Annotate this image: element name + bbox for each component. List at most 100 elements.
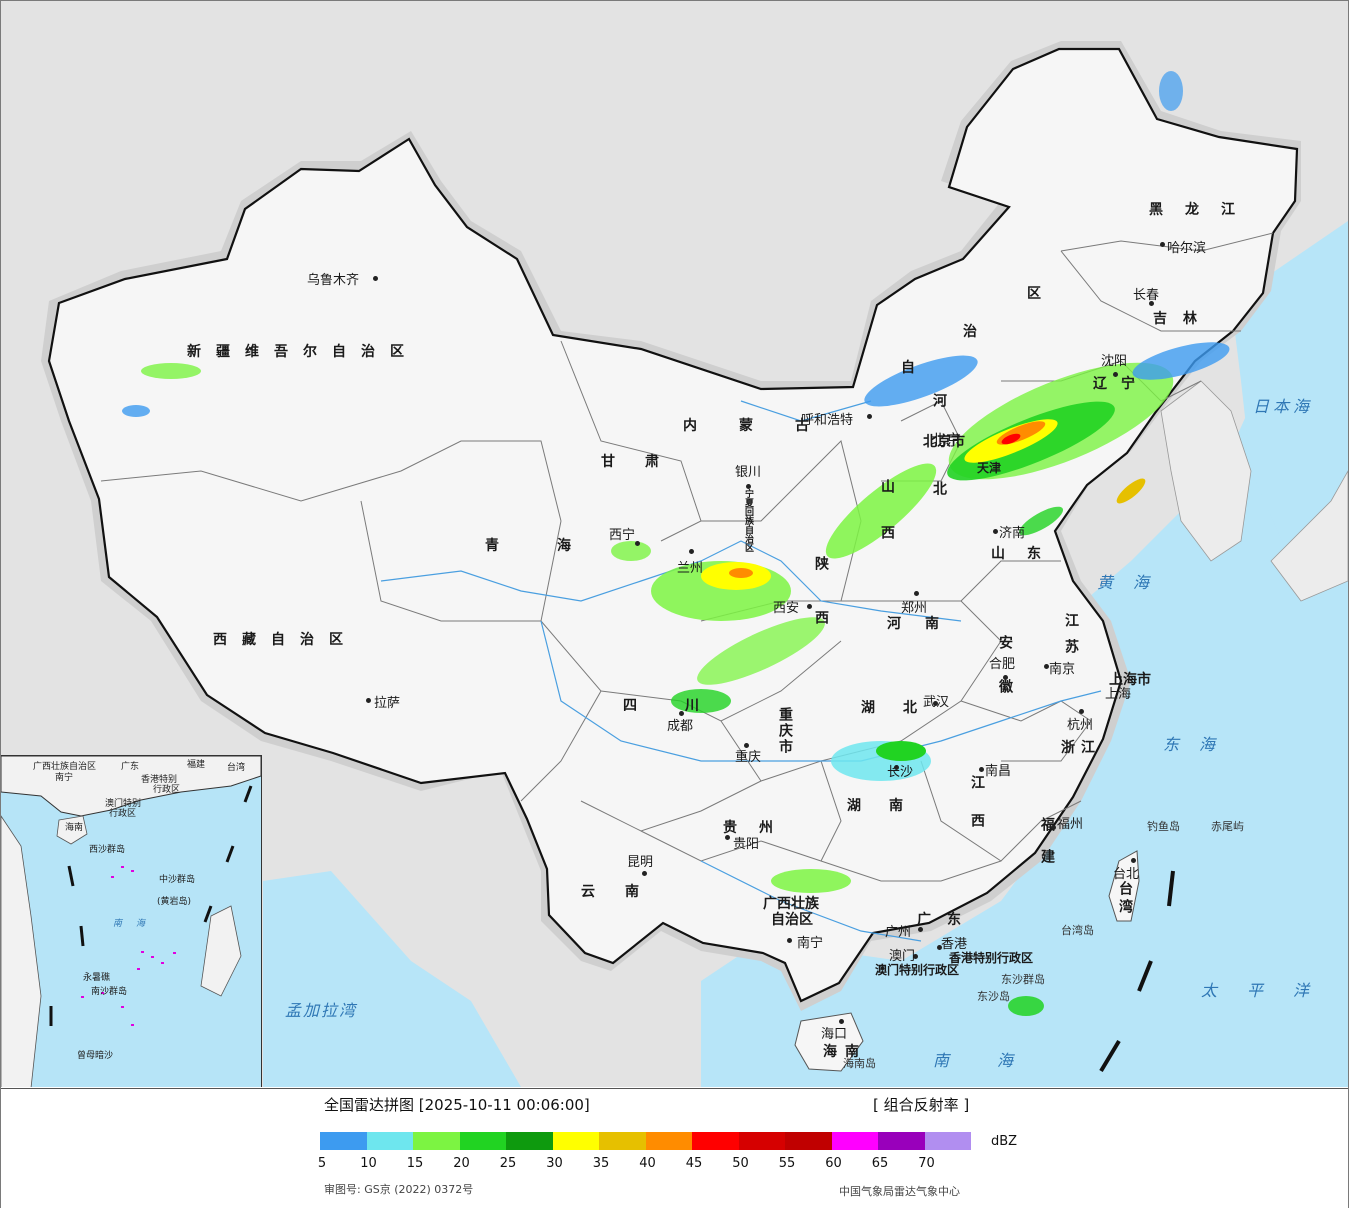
inset-label-xisha: 西沙群岛 [89, 845, 126, 855]
island-label-diaoyu: 钓鱼岛 [1147, 820, 1180, 833]
city-label-chengdu: 成都 [667, 719, 694, 734]
inset-label-taiwan: 台湾 [227, 763, 246, 773]
capital-marker [979, 767, 984, 772]
capital-marker [373, 276, 378, 281]
capital-marker [914, 591, 919, 596]
inset-label-zengmu: 曾母暗沙 [77, 1051, 114, 1061]
city-label-xining: 西宁 [609, 528, 636, 543]
province-label-liaoning: 辽宁 [1093, 376, 1149, 392]
sea-label-east: 东海 [1163, 735, 1236, 754]
city-label-fuzhou: 福州 [1057, 817, 1084, 832]
inset-label-fujian: 福建 [187, 760, 206, 770]
legend-swatch [878, 1132, 925, 1150]
city-label-kunming: 昆明 [627, 855, 654, 870]
province-label-guizhou: 贵州 [723, 820, 795, 836]
city-label-hongkong: 香港 [941, 937, 968, 952]
hainan-island [794, 1012, 864, 1072]
city-label-changchun: 长春 [1133, 288, 1160, 303]
city-label-hangzhou: 杭州 [1067, 718, 1094, 733]
sea-label-south: 南海 [933, 1051, 1062, 1070]
city-label-nanning: 南宁 [797, 936, 824, 951]
province-label-heilongjiang: 黑龙江 [1149, 202, 1257, 218]
legend-tick-label: 45 [685, 1156, 703, 1171]
capital-marker [689, 549, 694, 554]
province-label-nmg-zi: 自 [901, 360, 915, 376]
sea-label-pacific: 太平洋 [1201, 981, 1340, 1000]
legend-tick-label: 35 [592, 1156, 610, 1171]
city-label-shanghai: 上海 [1105, 687, 1132, 702]
capital-marker [937, 945, 942, 950]
capital-marker [642, 871, 647, 876]
inset-label-guangxi: 广西壮族自治区 [33, 762, 97, 772]
capital-marker [744, 743, 749, 748]
province-label-macao: 澳门特别行政区 [875, 963, 960, 977]
province-borders [100, 232, 1274, 882]
inset-label-zhongsha: 中沙群岛 [159, 875, 196, 885]
legend-tick-label: 65 [871, 1156, 889, 1171]
inset-dashes [49, 785, 253, 1026]
legend-swatch [738, 1132, 785, 1150]
province-label-taiwan: 台湾 [1117, 881, 1133, 917]
legend-tick-labels: 5 10 15 20 25 30 35 40 45 50 55 60 65 70 [1, 1156, 1001, 1174]
sea-label-japan: 日本海 [1253, 397, 1314, 416]
capital-marker [679, 711, 684, 716]
radar-map-area: 新疆维吾尔自治区 西藏自治区 青海 甘肃 内蒙古 宁夏回族自治区 陕西 山西 河… [1, 1, 1348, 1087]
capital-marker [366, 698, 371, 703]
city-label-hohhot: 呼和浩特 [801, 413, 854, 428]
map-canvas [41, 41, 1348, 1087]
legend-title: 全国雷达拼图 [2025-10-11 00:06:00] [324, 1096, 590, 1114]
city-label-xian: 西安 [773, 601, 800, 616]
city-label-shenyang: 沈阳 [1101, 354, 1128, 369]
legend-tick-label: 25 [499, 1156, 517, 1171]
legend-tick-label: 60 [825, 1156, 842, 1171]
capital-marker [746, 484, 751, 489]
city-label-haikou: 海口 [821, 1027, 848, 1042]
boundary-dashes [1099, 870, 1175, 1073]
capital-marker [1113, 372, 1118, 377]
city-label-beijing: 北京 [931, 431, 962, 449]
capital-marker [913, 954, 918, 959]
province-label-hunan: 湖南 [847, 798, 931, 814]
capital-marker [1051, 825, 1056, 830]
province-label-shaanxi: 陕西 [813, 556, 829, 664]
inset-label-hk-1: 香港特别 [141, 775, 178, 785]
island-label-taiwan: 台湾岛 [1061, 924, 1094, 937]
south-china-sea-inset: 广西壮族自治区 广东 福建 台湾 南宁 香港特别 行政区 澳门特别 行政区 海南… [1, 755, 262, 1087]
city-label-taibei: 台北 [1113, 867, 1140, 882]
province-label-qinghai: 青海 [485, 538, 629, 554]
city-label-yinchuan: 银川 [735, 465, 762, 480]
legend-unit: dBZ [991, 1134, 1018, 1149]
province-label-jiangsu: 江苏 [1063, 613, 1079, 665]
province-label-guangxi-1: 广西壮族 [763, 896, 819, 912]
legend-tick-label: 30 [546, 1156, 563, 1171]
legend-swatch [320, 1132, 367, 1150]
inset-islands [81, 866, 176, 1026]
capital-marker [993, 529, 998, 534]
inset-east-land [200, 905, 242, 997]
legend-tick-label: 5 [317, 1156, 327, 1171]
taiwan-island [1108, 850, 1140, 922]
legend-tick-label: 15 [406, 1156, 424, 1171]
province-label-shanxi: 山西 [879, 479, 895, 571]
japan-land [1270, 470, 1348, 602]
legend-tick-label: 70 [918, 1156, 935, 1171]
china-land [47, 47, 1299, 1003]
legend-tick-label: 40 [639, 1156, 656, 1171]
sea-label-yellow: 黄海 [1097, 573, 1170, 592]
province-label-jiangxi: 江西 [969, 775, 985, 851]
capital-marker [867, 414, 872, 419]
legend-tick-label: 50 [732, 1156, 749, 1171]
legend-swatch [831, 1132, 878, 1150]
inset-hainan [56, 815, 88, 845]
capital-marker [1003, 675, 1008, 680]
city-label-guangzhou: 广州 [885, 925, 912, 940]
province-label-henan: 河南 [887, 616, 963, 632]
province-label-sichuan: 四川 [623, 698, 747, 714]
city-label-macau: 澳门 [889, 949, 916, 964]
province-label-xizang: 西藏自治区 [213, 632, 358, 648]
capital-marker [635, 541, 640, 546]
province-label-xinjiang: 新疆维吾尔自治区 [187, 344, 419, 360]
city-label-hefei: 合肥 [989, 657, 1016, 672]
province-label-hebei: 河北 [931, 393, 947, 569]
